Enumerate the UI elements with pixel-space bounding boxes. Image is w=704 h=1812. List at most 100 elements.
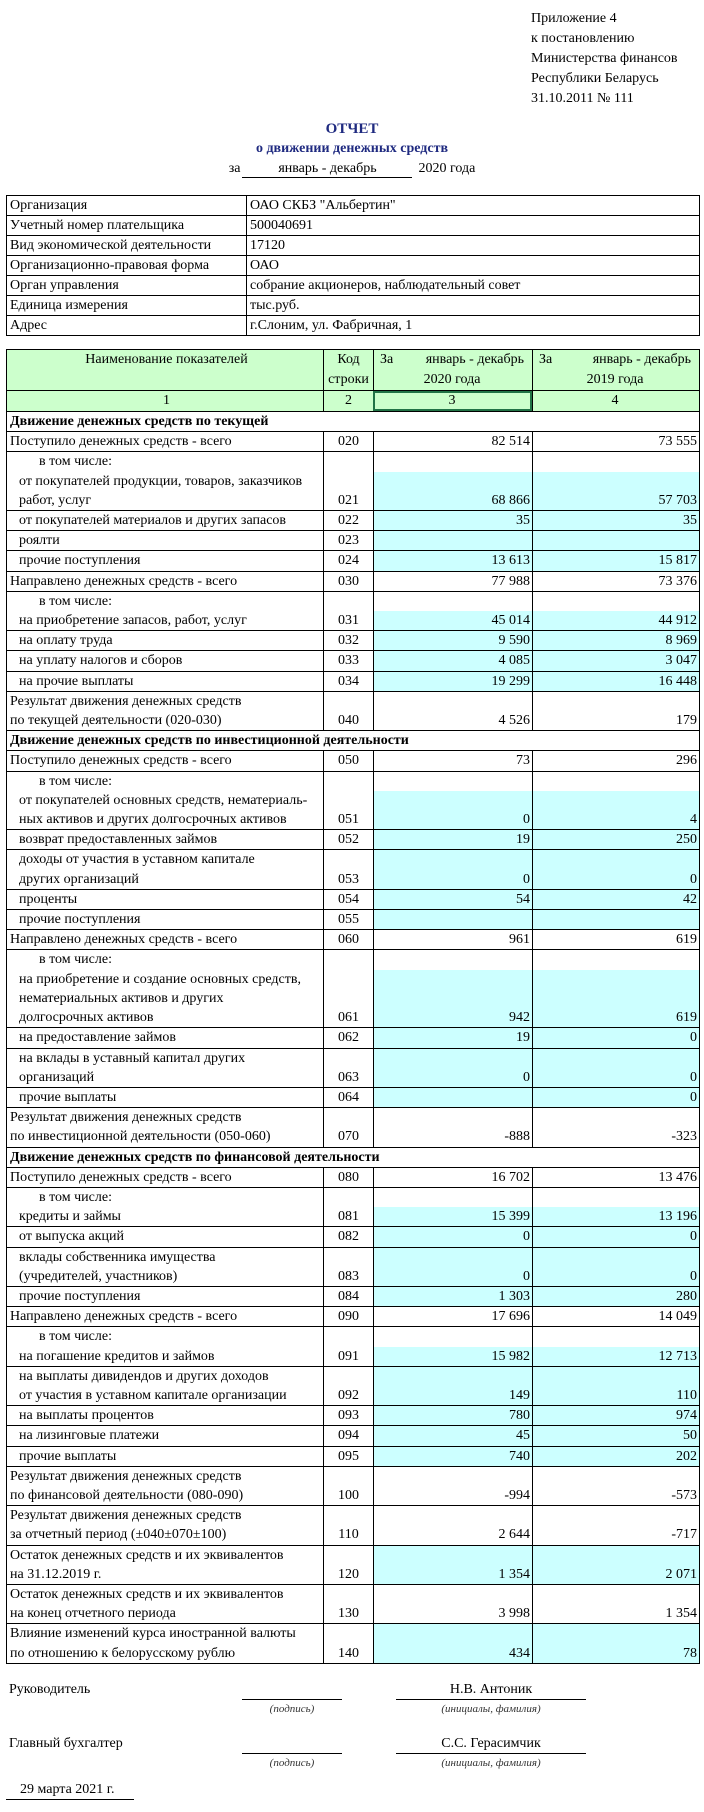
value-2019[interactable]: 0: [532, 1247, 699, 1286]
value-2019[interactable]: 15 817: [532, 551, 699, 571]
info-value[interactable]: 500040691: [246, 215, 700, 236]
value-2019[interactable]: 110: [532, 1366, 699, 1406]
signature-block: Руководитель Н.В. Антоник (подпись) (ини…: [0, 1682, 704, 1807]
value-2019[interactable]: 42: [532, 889, 699, 910]
value-2020[interactable]: 73: [373, 751, 532, 771]
value-2019[interactable]: [532, 531, 699, 551]
value-2019[interactable]: -717: [532, 1506, 699, 1545]
value-2019[interactable]: 619: [532, 969, 699, 1028]
value-2020[interactable]: [373, 910, 532, 930]
value-2020[interactable]: 780: [373, 1406, 532, 1426]
row-code: 084: [323, 1286, 373, 1307]
value-2019[interactable]: 974: [532, 1406, 699, 1426]
info-value[interactable]: г.Слоним, ул. Фабричная, 1: [246, 315, 700, 336]
value-2019[interactable]: [532, 910, 699, 930]
info-value[interactable]: ОАО: [246, 255, 700, 276]
value-2019[interactable]: 1 354: [532, 1584, 699, 1624]
value-2020[interactable]: 17 696: [373, 1307, 532, 1327]
value-2020[interactable]: 4 526: [373, 691, 532, 731]
value-2020[interactable]: 2 644: [373, 1506, 532, 1545]
value-2020[interactable]: 740: [373, 1446, 532, 1466]
value-2020[interactable]: 0: [373, 850, 532, 889]
report-subtitle: о движении денежных средств: [255, 141, 449, 156]
value-2020[interactable]: 45 014: [373, 611, 532, 631]
value-2019[interactable]: 2 071: [532, 1545, 699, 1584]
value-2019[interactable]: -573: [532, 1466, 699, 1506]
value-2020[interactable]: 961: [373, 930, 532, 950]
info-value[interactable]: 17120: [246, 235, 700, 256]
value-2019[interactable]: 73 376: [532, 571, 699, 591]
info-value[interactable]: ОАО СКБЗ "Альбертин": [246, 195, 700, 216]
row-main: на вклады в уставный капитал других орга…: [7, 1048, 699, 1087]
value-2019[interactable]: 14 049: [532, 1307, 699, 1327]
value-2020[interactable]: 15 982: [373, 1346, 532, 1366]
value-2019[interactable]: 13 476: [532, 1167, 699, 1187]
value-2019[interactable]: 0: [532, 1028, 699, 1048]
value-2020[interactable]: 77 988: [373, 571, 532, 591]
value-2020[interactable]: 19: [373, 830, 532, 850]
value-2019[interactable]: 16 448: [532, 671, 699, 691]
value-2019[interactable]: 0: [532, 850, 699, 889]
value-2019[interactable]: 44 912: [532, 611, 699, 631]
value-2020[interactable]: 68 866: [373, 471, 532, 511]
row-name: Направлено денежных средств - всего: [10, 1309, 238, 1325]
value-2019[interactable]: 12 713: [532, 1346, 699, 1366]
value-2019[interactable]: 280: [532, 1286, 699, 1307]
row-name: на приобретение и создание основных сред…: [19, 971, 301, 1026]
value-2020[interactable]: 942: [373, 969, 532, 1028]
value-2019[interactable]: 78: [532, 1624, 699, 1663]
row-code: 062: [323, 1028, 373, 1048]
value-2020[interactable]: 82 514: [373, 432, 532, 452]
row-main: Результат движения денежных средств за о…: [7, 1506, 699, 1545]
period-prefix: за: [228, 161, 241, 176]
value-2019[interactable]: 3 047: [532, 651, 699, 671]
value-2020[interactable]: 434: [373, 1624, 532, 1663]
value-2020[interactable]: 0: [373, 1048, 532, 1087]
value-2020[interactable]: 4 085: [373, 651, 532, 671]
value-2020[interactable]: 9 590: [373, 631, 532, 651]
value-2020[interactable]: 16 702: [373, 1167, 532, 1187]
header-cur-prefix: За: [380, 352, 394, 367]
info-value[interactable]: тыс.руб.: [246, 295, 700, 316]
row-main: на лизинговые платежи 094 45 50: [7, 1426, 699, 1446]
value-2019[interactable]: 4: [532, 790, 699, 830]
value-2019[interactable]: 0: [532, 1227, 699, 1247]
value-2020[interactable]: 54: [373, 889, 532, 910]
value-2020[interactable]: 35: [373, 511, 532, 531]
value-2020[interactable]: 45: [373, 1426, 532, 1446]
value-2019[interactable]: 179: [532, 691, 699, 731]
value-2019[interactable]: 35: [532, 511, 699, 531]
value-2020[interactable]: 19 299: [373, 671, 532, 691]
value-2020[interactable]: 1 354: [373, 1545, 532, 1584]
value-2020[interactable]: 19: [373, 1028, 532, 1048]
value-2020[interactable]: 149: [373, 1366, 532, 1406]
value-2020[interactable]: 3 998: [373, 1584, 532, 1624]
value-2020[interactable]: -994: [373, 1466, 532, 1506]
value-2019[interactable]: 8 969: [532, 631, 699, 651]
info-value[interactable]: собрание акционеров, наблюдательный сове…: [246, 275, 700, 296]
value-2020[interactable]: 0: [373, 1227, 532, 1247]
value-2019[interactable]: 202: [532, 1446, 699, 1466]
row-main: на предоставление займов 062 19 0: [7, 1028, 699, 1048]
value-2020[interactable]: [373, 1087, 532, 1108]
value-2020[interactable]: [373, 531, 532, 551]
value-2019[interactable]: 0: [532, 1048, 699, 1087]
column-number-selected-cell[interactable]: 3: [373, 391, 532, 411]
value-2019[interactable]: 296: [532, 751, 699, 771]
value-2020[interactable]: 0: [373, 790, 532, 830]
value-2020[interactable]: 0: [373, 1247, 532, 1286]
period-months[interactable]: январь - декабрь: [242, 161, 413, 178]
value-2019[interactable]: 73 555: [532, 432, 699, 452]
value-2020[interactable]: -888: [373, 1108, 532, 1147]
value-2019[interactable]: 57 703: [532, 471, 699, 511]
value-2019[interactable]: -323: [532, 1108, 699, 1147]
value-2019[interactable]: 0: [532, 1087, 699, 1108]
table-row: на уплату налогов и сборов 033 4 085 3 047: [7, 651, 699, 672]
value-2019[interactable]: 13 196: [532, 1207, 699, 1227]
value-2020[interactable]: 1 303: [373, 1286, 532, 1307]
value-2019[interactable]: 619: [532, 930, 699, 950]
value-2020[interactable]: 15 399: [373, 1207, 532, 1227]
value-2020[interactable]: 13 613: [373, 551, 532, 571]
value-2019[interactable]: 50: [532, 1426, 699, 1446]
value-2019[interactable]: 250: [532, 830, 699, 850]
